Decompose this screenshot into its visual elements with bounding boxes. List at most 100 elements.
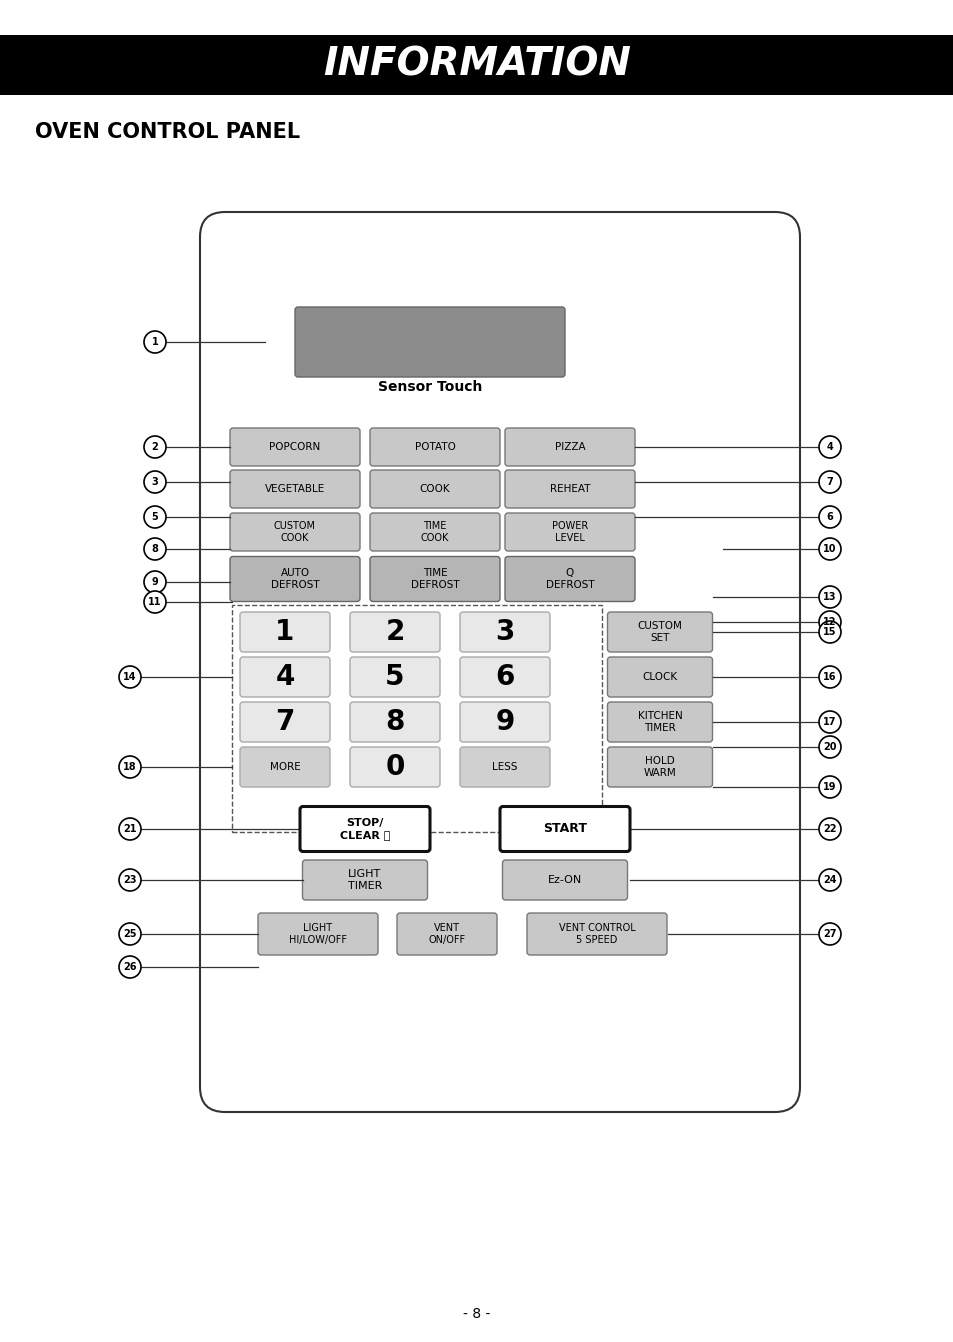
Text: CUSTOM
SET: CUSTOM SET	[637, 621, 681, 643]
FancyBboxPatch shape	[370, 470, 499, 509]
Text: 3: 3	[152, 476, 158, 487]
Circle shape	[144, 570, 166, 593]
FancyBboxPatch shape	[257, 913, 377, 956]
FancyBboxPatch shape	[459, 702, 550, 742]
FancyBboxPatch shape	[350, 702, 439, 742]
FancyBboxPatch shape	[607, 612, 712, 652]
FancyBboxPatch shape	[230, 513, 359, 552]
Circle shape	[119, 819, 141, 840]
Text: LIGHT
HI/LOW/OFF: LIGHT HI/LOW/OFF	[289, 923, 347, 945]
FancyBboxPatch shape	[396, 913, 497, 956]
Text: 9: 9	[495, 709, 514, 735]
FancyBboxPatch shape	[370, 428, 499, 466]
Text: COOK: COOK	[419, 484, 450, 494]
Text: 1: 1	[152, 337, 158, 348]
Text: 24: 24	[822, 875, 836, 884]
Text: 10: 10	[822, 544, 836, 554]
FancyBboxPatch shape	[350, 658, 439, 696]
Text: PIZZA: PIZZA	[554, 442, 585, 452]
Text: 19: 19	[822, 782, 836, 792]
Text: 26: 26	[123, 962, 136, 972]
Text: LIGHT
TIMER: LIGHT TIMER	[348, 870, 382, 891]
Text: 5: 5	[385, 663, 404, 691]
Circle shape	[119, 666, 141, 688]
FancyBboxPatch shape	[504, 470, 635, 509]
Circle shape	[818, 735, 841, 758]
Text: 2: 2	[152, 442, 158, 452]
FancyBboxPatch shape	[370, 557, 499, 601]
Circle shape	[818, 666, 841, 688]
Text: VENT CONTROL
5 SPEED: VENT CONTROL 5 SPEED	[558, 923, 635, 945]
Text: START: START	[542, 823, 586, 836]
Text: HOLD
WARM: HOLD WARM	[643, 756, 676, 778]
FancyBboxPatch shape	[459, 612, 550, 652]
Circle shape	[818, 621, 841, 643]
Text: STOP/
CLEAR ⚿: STOP/ CLEAR ⚿	[339, 819, 390, 840]
Text: VENT
ON/OFF: VENT ON/OFF	[428, 923, 465, 945]
Text: MORE: MORE	[270, 762, 300, 772]
Circle shape	[818, 819, 841, 840]
FancyBboxPatch shape	[607, 702, 712, 742]
FancyBboxPatch shape	[502, 860, 627, 900]
FancyBboxPatch shape	[504, 513, 635, 552]
Text: 0: 0	[385, 753, 404, 781]
Circle shape	[144, 436, 166, 458]
Circle shape	[119, 923, 141, 945]
Text: LESS: LESS	[492, 762, 517, 772]
Text: 15: 15	[822, 627, 836, 637]
FancyBboxPatch shape	[607, 658, 712, 696]
Text: POTATO: POTATO	[415, 442, 455, 452]
FancyBboxPatch shape	[200, 212, 800, 1113]
Circle shape	[144, 590, 166, 613]
Text: 12: 12	[822, 617, 836, 627]
FancyBboxPatch shape	[459, 658, 550, 696]
Text: Ez-ON: Ez-ON	[547, 875, 581, 884]
Text: 20: 20	[822, 742, 836, 752]
Text: 27: 27	[822, 929, 836, 939]
Text: - 8 -: - 8 -	[463, 1307, 490, 1321]
Text: AUTO
DEFROST: AUTO DEFROST	[271, 568, 319, 589]
FancyBboxPatch shape	[240, 747, 330, 786]
Text: 23: 23	[123, 875, 136, 884]
Text: OVEN CONTROL PANEL: OVEN CONTROL PANEL	[35, 122, 300, 142]
FancyBboxPatch shape	[607, 747, 712, 786]
Text: Sensor Touch: Sensor Touch	[377, 380, 481, 395]
FancyBboxPatch shape	[459, 747, 550, 786]
Text: POPCORN: POPCORN	[269, 442, 320, 452]
Text: 1: 1	[275, 619, 294, 646]
Circle shape	[818, 436, 841, 458]
Text: 4: 4	[275, 663, 294, 691]
Bar	[232, 605, 601, 832]
Circle shape	[144, 538, 166, 560]
Circle shape	[144, 506, 166, 527]
Text: POWER
LEVEL: POWER LEVEL	[551, 521, 587, 542]
Circle shape	[818, 586, 841, 608]
Text: 11: 11	[148, 597, 162, 607]
Text: 8: 8	[152, 544, 158, 554]
Text: 22: 22	[822, 824, 836, 833]
Circle shape	[818, 538, 841, 560]
FancyBboxPatch shape	[499, 807, 629, 852]
Bar	[0, 35, 953, 95]
Text: 2: 2	[385, 619, 404, 646]
FancyBboxPatch shape	[230, 557, 359, 601]
FancyBboxPatch shape	[299, 807, 430, 852]
Text: 14: 14	[123, 672, 136, 682]
Circle shape	[818, 870, 841, 891]
Circle shape	[119, 870, 141, 891]
Circle shape	[818, 776, 841, 798]
Text: KITCHEN
TIMER: KITCHEN TIMER	[637, 711, 681, 733]
Text: INFORMATION: INFORMATION	[323, 46, 630, 85]
FancyBboxPatch shape	[240, 702, 330, 742]
Circle shape	[818, 471, 841, 493]
Circle shape	[818, 923, 841, 945]
Text: 18: 18	[123, 762, 136, 772]
FancyBboxPatch shape	[350, 612, 439, 652]
FancyBboxPatch shape	[294, 307, 564, 377]
Text: 3: 3	[495, 619, 515, 646]
Circle shape	[144, 471, 166, 493]
Text: TIME
DEFROST: TIME DEFROST	[410, 568, 458, 589]
Text: CLOCK: CLOCK	[641, 672, 677, 682]
Text: 17: 17	[822, 717, 836, 727]
Text: 6: 6	[495, 663, 515, 691]
